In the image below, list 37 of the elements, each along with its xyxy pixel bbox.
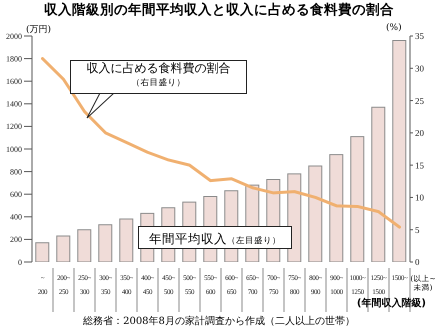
y-tick-label: 2000: [6, 32, 22, 41]
line-series: [41, 57, 401, 229]
y-tick-label: 800: [10, 167, 22, 176]
y2-tick-label: 20: [415, 128, 424, 138]
y-tick-label: 600: [10, 190, 22, 200]
bar: [35, 242, 50, 262]
y2-axis-title: (%): [386, 23, 402, 33]
bar: [98, 224, 112, 262]
y2-tick-label: 35: [415, 31, 424, 42]
y-tick-label: 400: [10, 212, 22, 222]
y-tick-label: 1200: [6, 122, 22, 132]
y2-tick-label: 10: [415, 192, 424, 203]
bar: [308, 165, 322, 262]
y2-tick-label: 25: [415, 96, 424, 106]
y2-tick-label: 30: [415, 63, 424, 74]
bar: [371, 106, 386, 262]
series-label: 収入に占める食料費の割合（右目盛り）: [71, 61, 246, 91]
y2-tick-label: 5: [415, 224, 420, 235]
y-tick-label: 1600: [6, 77, 22, 86]
bar: [77, 229, 92, 262]
bar: [392, 40, 406, 262]
y2-tick-label: 15: [415, 160, 424, 170]
bar: [119, 218, 134, 262]
y-tick-label: 1800: [6, 54, 22, 64]
y2-tick-label: 0: [415, 257, 420, 268]
text: 総務省：2008年8月の家計調査から作成（二人以上の世帯）: [82, 314, 356, 328]
series-label: 年間平均収入（左目盛り）: [149, 231, 281, 246]
y-tick-label: 200: [10, 235, 22, 244]
bar: [56, 236, 70, 262]
chart-title: 収入階級別の年間平均収入と収入に占める食料費の割合: [43, 1, 395, 19]
y-tick-label: 1400: [6, 100, 22, 109]
y-tick-label: 0: [18, 258, 22, 267]
x-axis-title: (年間収入階級): [356, 296, 426, 310]
bar: [329, 154, 344, 262]
bar: [350, 136, 364, 262]
y-axis-title: (万円): [26, 24, 52, 36]
y-tick-label: 1000: [6, 144, 22, 154]
